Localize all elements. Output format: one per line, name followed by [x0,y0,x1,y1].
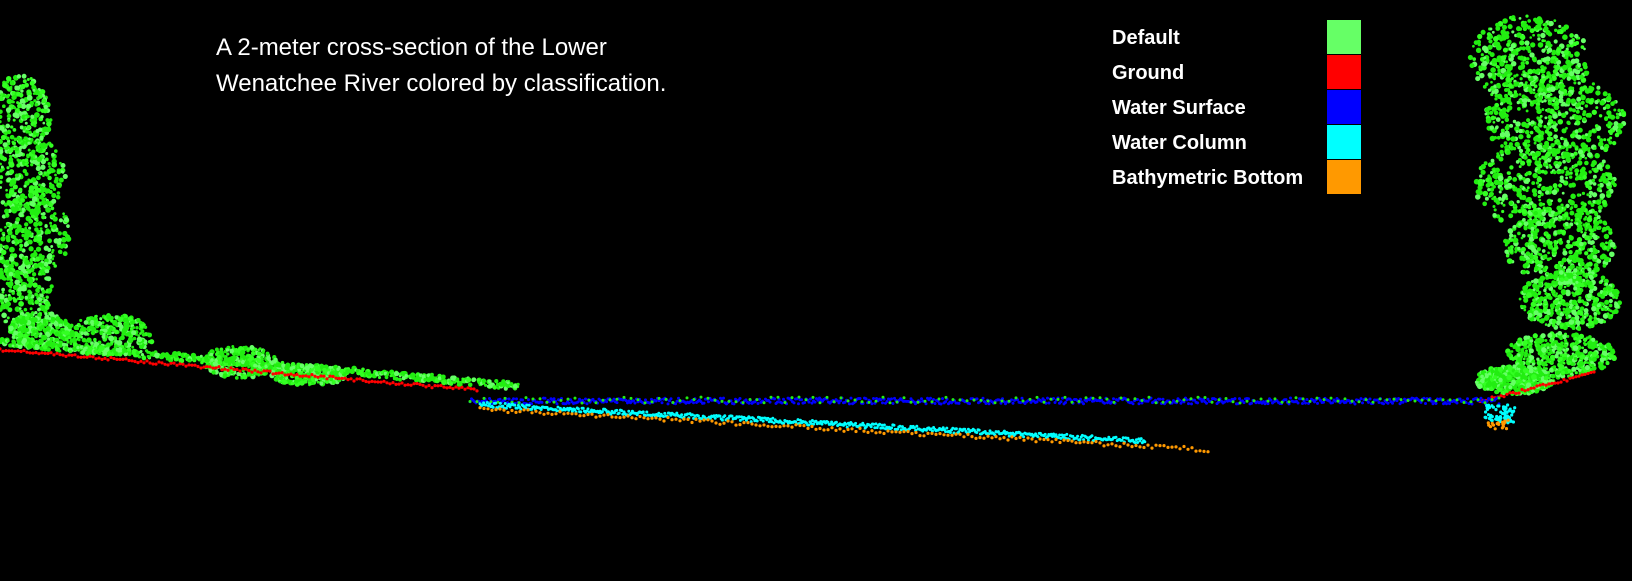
water-surface-points [468,395,1501,406]
legend-swatch [1327,20,1361,54]
right-bank-vegetation [1467,14,1627,397]
legend-label: Ground [1112,62,1185,84]
caption-line-1: A 2-meter cross-section of the Lower [216,34,607,61]
legend-label: Default [1112,27,1180,49]
legend-label: Water Column [1112,132,1247,154]
legend-swatch [1327,55,1361,89]
legend-swatch [1327,160,1361,194]
water-column-points [478,401,1517,445]
ground-points [0,347,1596,404]
legend-label: Bathymetric Bottom [1112,167,1304,189]
legend-label: Water Surface [1112,97,1246,119]
bathymetric-bottom-points [478,406,1510,454]
left-bank-vegetation [0,73,520,391]
legend-swatch [1327,90,1361,124]
figure-caption: A 2-meter cross-section of the Lower Wen… [216,30,776,102]
legend-swatch [1327,125,1361,159]
caption-line-2: Wenatchee River colored by classificatio… [216,70,667,97]
